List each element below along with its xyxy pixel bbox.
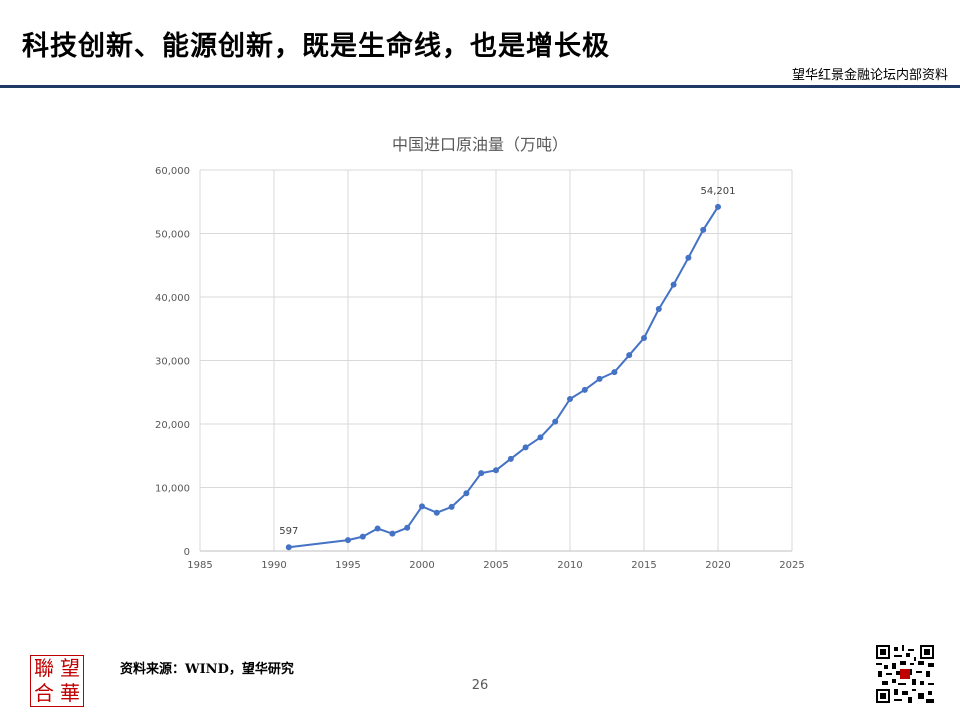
org-label: 望华红景金融论坛内部资料 — [791, 68, 948, 83]
brand-logo: 聯 望 合 華 — [30, 655, 84, 707]
data-point — [567, 396, 573, 403]
data-point — [670, 281, 677, 288]
data-point — [552, 418, 559, 425]
data-point — [285, 544, 292, 551]
data-point — [715, 203, 721, 210]
y-tick-label: 60,000 — [155, 166, 190, 177]
x-tick-label: 1995 — [335, 560, 360, 571]
y-tick-label: 20,000 — [155, 420, 190, 431]
y-tick-label: 0 — [184, 547, 190, 558]
data-label: 597 — [279, 526, 298, 537]
data-point — [345, 537, 351, 544]
y-tick-label: 30,000 — [155, 357, 190, 368]
data-point — [641, 334, 647, 341]
data-point — [655, 306, 662, 313]
data-point — [359, 533, 366, 540]
data-point — [389, 530, 396, 537]
data-point — [581, 386, 588, 393]
data-point — [596, 375, 603, 382]
data-point — [507, 455, 514, 462]
data-label: 54,201 — [701, 186, 736, 197]
logo-char: 合 — [34, 681, 54, 705]
x-tick-label: 2015 — [631, 560, 656, 571]
y-tick-label: 10,000 — [155, 484, 190, 495]
source-note: 资料来源：WIND，望华研究 — [120, 662, 294, 677]
page-title: 科技创新、能源创新，既是生命线，也是增长极 — [22, 31, 610, 62]
data-point — [463, 490, 470, 497]
chart-data-labels: 597 54,201 — [279, 186, 735, 537]
logo-char: 華 — [60, 681, 80, 705]
data-point — [448, 503, 455, 510]
data-point — [611, 369, 618, 376]
x-tick-label: 1990 — [261, 560, 286, 571]
data-point — [433, 509, 440, 516]
data-point — [493, 467, 499, 474]
chart-title: 中国进口原油量（万吨） — [391, 135, 568, 154]
chart-tick-labels: 1985 1990 1995 2000 2005 2010 2015 2020 2025 0 10,… — [155, 166, 805, 571]
data-point — [626, 352, 633, 359]
logo-char: 聯 — [34, 656, 54, 680]
page-number: 26 — [471, 678, 489, 693]
logo-char: 望 — [60, 656, 80, 680]
x-tick-label: 2025 — [779, 560, 804, 571]
x-tick-label: 2000 — [409, 560, 434, 571]
y-tick-label: 50,000 — [155, 230, 190, 241]
data-point — [478, 470, 485, 477]
data-point — [404, 524, 411, 531]
data-point — [374, 525, 381, 532]
series-line — [288, 206, 719, 549]
qr-code-icon — [876, 645, 934, 703]
chart-series — [285, 203, 721, 551]
data-point — [700, 226, 707, 233]
data-point — [537, 434, 544, 441]
data-point — [419, 503, 425, 510]
x-tick-label: 2010 — [557, 560, 582, 571]
y-tick-label: 40,000 — [155, 293, 190, 304]
data-point — [685, 254, 692, 261]
x-tick-label: 1985 — [187, 560, 212, 571]
header-divider — [0, 85, 960, 88]
x-tick-label: 2020 — [705, 560, 730, 571]
x-tick-label: 2005 — [483, 560, 508, 571]
data-point — [522, 444, 529, 451]
